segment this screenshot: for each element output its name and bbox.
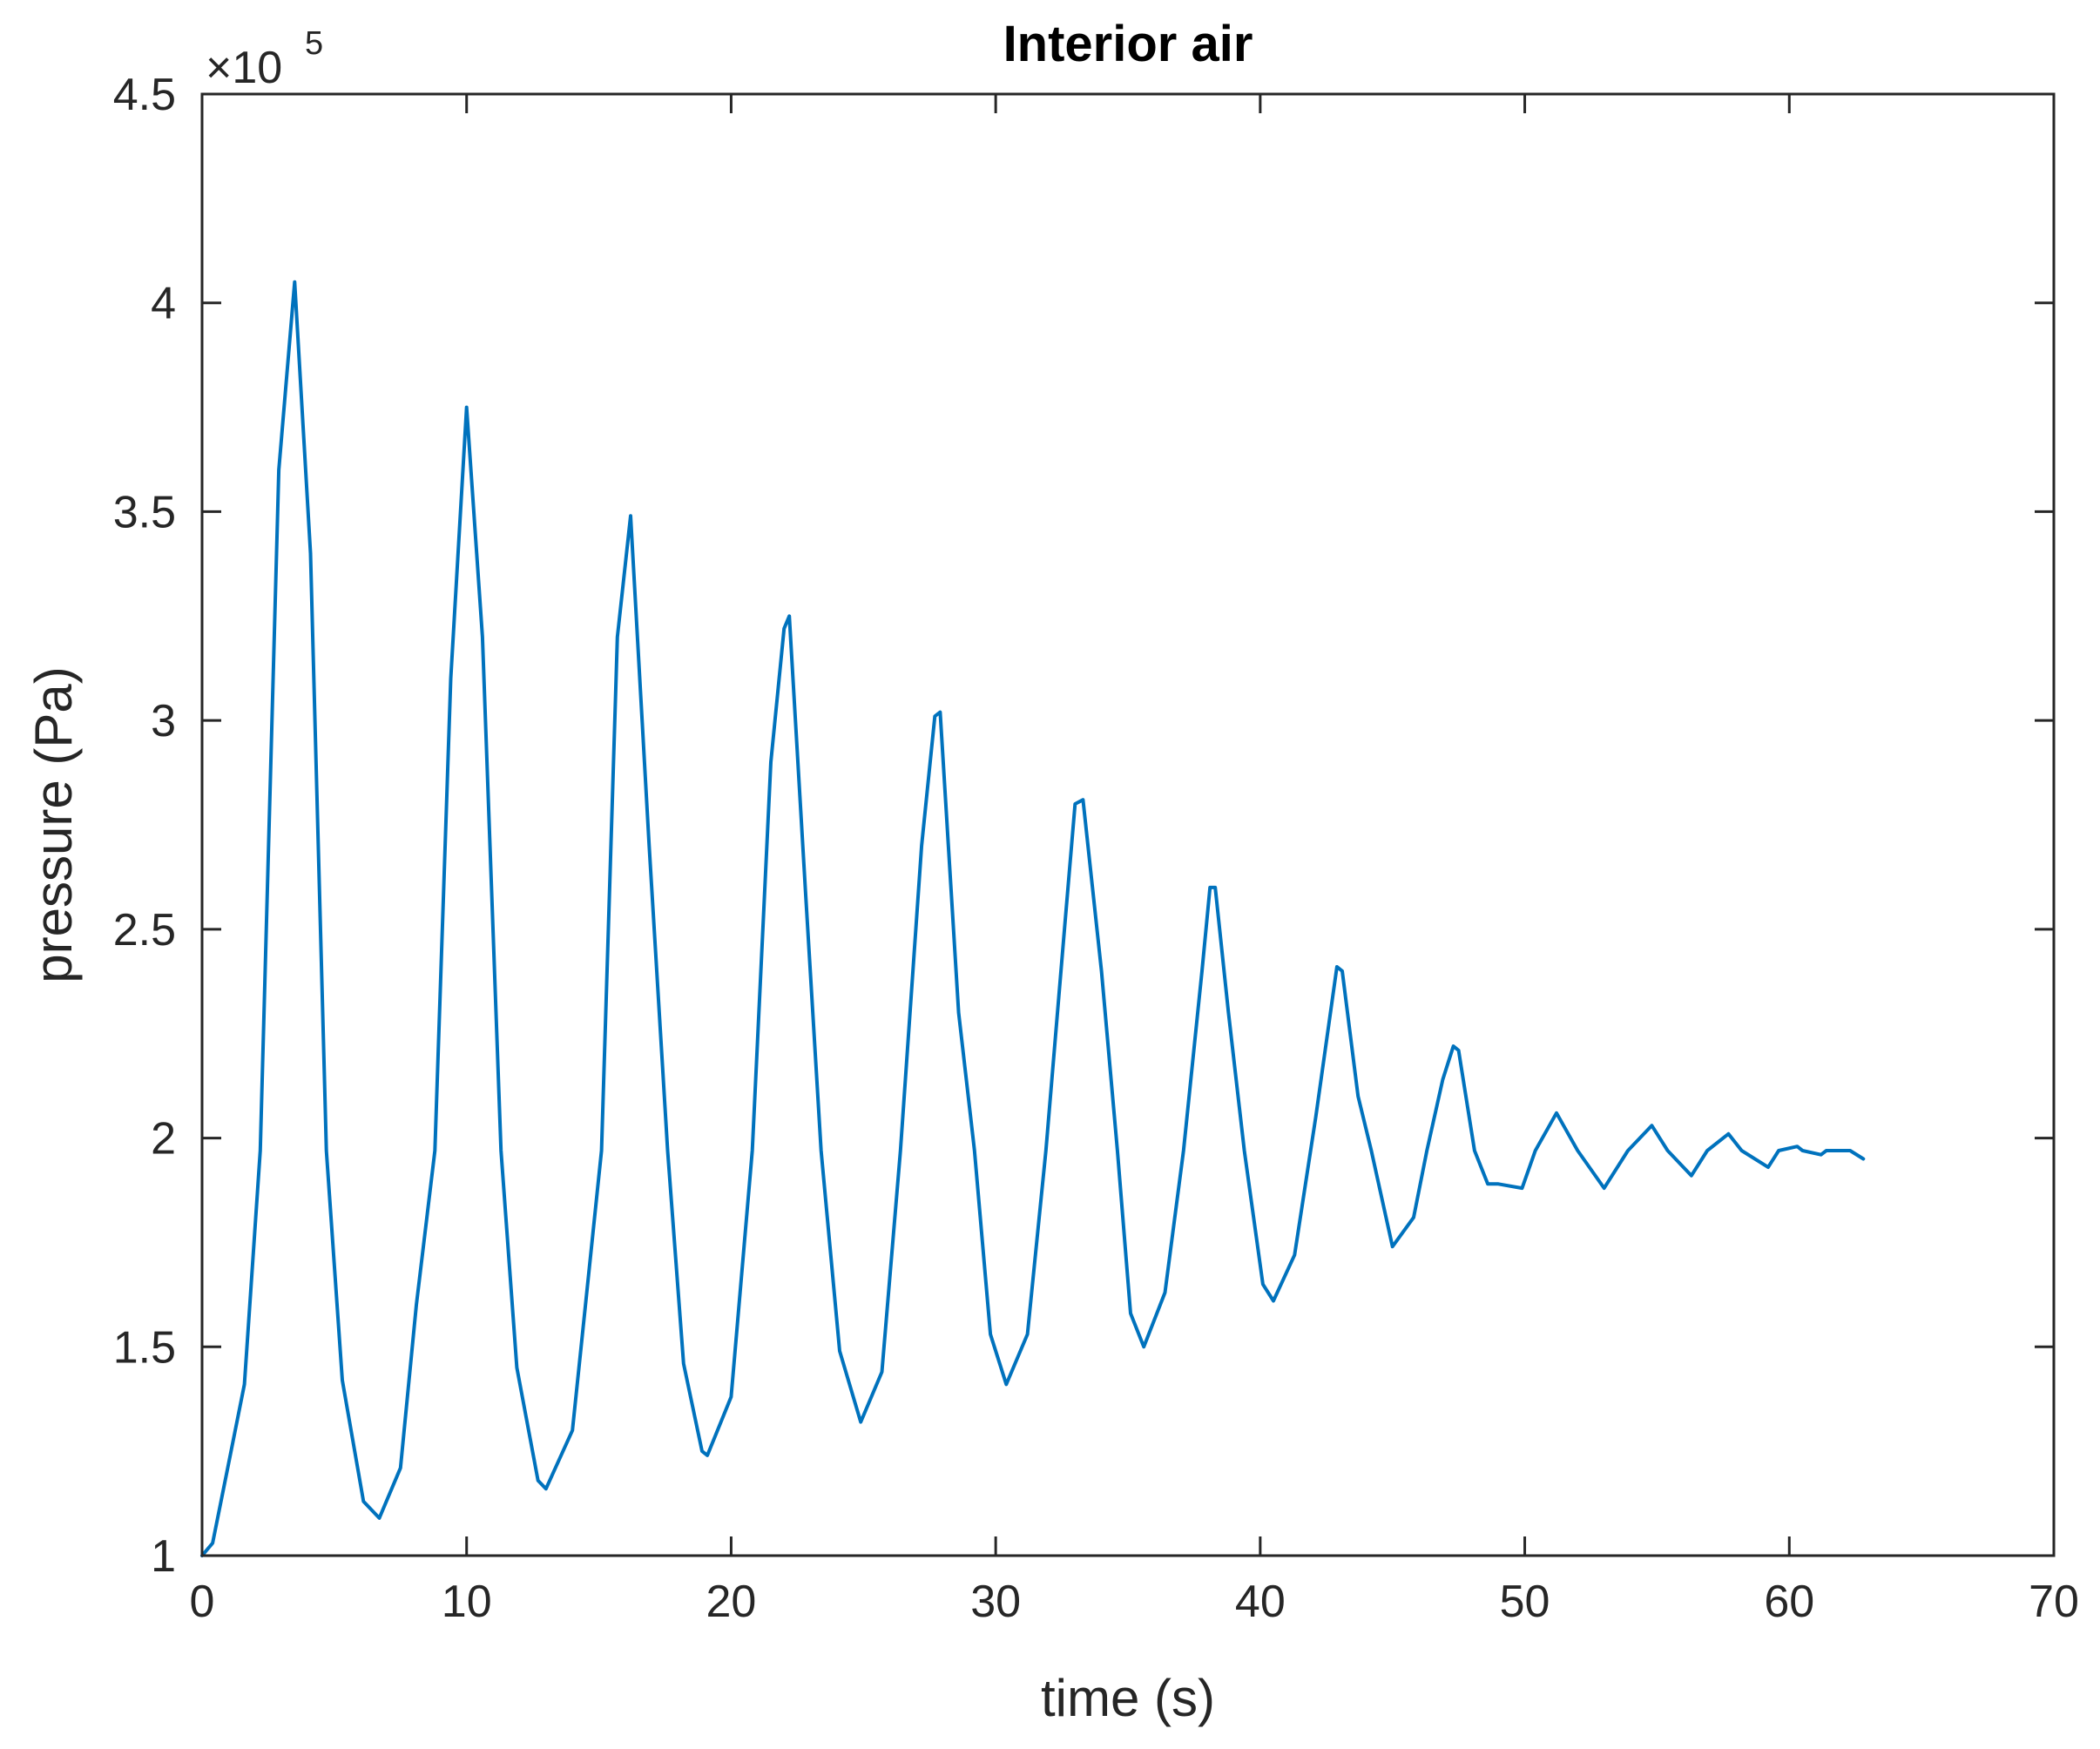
y-tick-label: 2.5 <box>113 905 176 956</box>
plot-area-border <box>200 92 2056 1557</box>
y-axis-label: pressure (Pa) <box>24 666 83 983</box>
pressure-series-line <box>200 280 1866 1557</box>
y-tick-label: 4 <box>151 279 176 329</box>
y-exponent-label: ×10 5 <box>206 25 323 93</box>
x-axis-label: time (s) <box>1041 1669 1215 1727</box>
x-tick-label: 40 <box>1235 1577 1286 1627</box>
x-tick-label: 70 <box>2029 1577 2079 1627</box>
chart-title: Interior air <box>1003 16 1253 72</box>
y-tick-label: 4.5 <box>113 70 176 120</box>
y-tick-label: 3 <box>151 696 176 746</box>
y-exponent-power: 5 <box>305 25 323 62</box>
x-tick-label: 0 <box>190 1577 215 1627</box>
x-tick-label: 30 <box>970 1577 1021 1627</box>
y-tick-label: 2 <box>151 1114 176 1165</box>
y-tick-label: 3.5 <box>113 487 176 537</box>
x-tick-label: 60 <box>1764 1577 1814 1627</box>
y-tick-label: 1 <box>151 1531 176 1582</box>
x-tick-label: 20 <box>706 1577 757 1627</box>
y-tick-label: 1.5 <box>113 1322 176 1373</box>
x-tick-label: 10 <box>442 1577 492 1627</box>
tick-labels: 0 10 20 30 40 50 60 70 1 1.5 2 2.5 3 3.5 4 4.5 <box>113 70 2079 1627</box>
y-exponent-base: ×10 <box>206 43 282 93</box>
x-tick-label: 50 <box>1500 1577 1550 1627</box>
